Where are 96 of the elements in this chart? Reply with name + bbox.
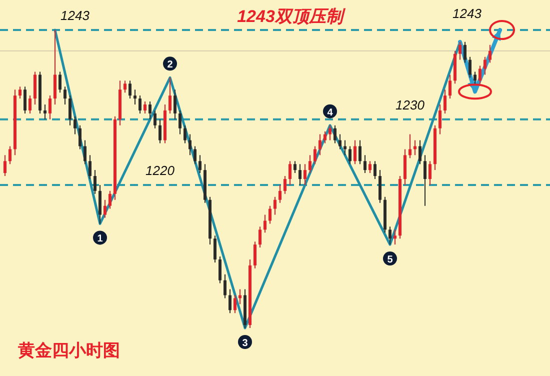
candlestick: [24, 86, 26, 114]
candlestick: [234, 294, 236, 314]
candlestick: [458, 41, 462, 60]
candlestick: [184, 124, 186, 144]
text: 3: [242, 338, 248, 349]
text: 1243: [60, 8, 90, 23]
candlestick: [344, 140, 346, 156]
candlestick: [78, 124, 82, 150]
candlestick: [174, 89, 176, 120]
candlestick: [438, 104, 442, 135]
candlestick: [464, 41, 466, 64]
candlestick: [104, 199, 106, 218]
candlestick: [258, 226, 262, 248]
candlestick: [388, 226, 392, 246]
candlestick: [48, 95, 52, 120]
candlestick: [338, 134, 342, 150]
candlestick: [414, 140, 416, 156]
candlestick: [98, 184, 102, 224]
candlestick: [138, 95, 142, 114]
candlestick: [148, 101, 152, 120]
candlestick: [18, 86, 22, 100]
candlestick: [428, 160, 432, 186]
candlestick: [444, 89, 446, 114]
candlestick: [348, 146, 352, 165]
candlestick: [328, 124, 332, 141]
candlestick: [424, 154, 426, 206]
candlestick: [314, 146, 316, 165]
candlestick: [178, 110, 182, 135]
candlestick: [88, 154, 92, 180]
candlestick: [374, 160, 376, 180]
candlestick: [284, 176, 286, 194]
annotation: 1230: [396, 97, 426, 112]
annotation: 1: [97, 234, 104, 245]
candlestick: [44, 104, 46, 120]
candlestick: [58, 71, 62, 94]
candlestick: [254, 241, 256, 269]
candlestick: [294, 160, 296, 174]
candlestick: [264, 214, 266, 234]
candlestick: [228, 288, 232, 314]
candlestick: [304, 164, 306, 186]
candlestick: [468, 56, 472, 78]
candlestick: [168, 77, 172, 114]
candlestick: [64, 86, 66, 105]
candlestick: [358, 140, 362, 165]
candlestick: [478, 65, 482, 84]
candlestick: [4, 154, 6, 177]
candlestick: [84, 140, 86, 165]
candlestick: [134, 89, 136, 105]
candlestick: [128, 80, 132, 100]
candlestick: [198, 154, 202, 174]
candlestick: [354, 140, 356, 165]
candlestick: [108, 190, 112, 210]
candlestick: [308, 154, 312, 174]
candlestick: [274, 196, 276, 216]
candlestick: [278, 184, 282, 204]
text: 黄金四小时图: [17, 341, 120, 360]
candlestick: [394, 229, 396, 246]
candlestick: [8, 146, 12, 165]
candlestick: [188, 134, 192, 156]
candlestick: [368, 160, 372, 174]
candlestick: [418, 140, 422, 165]
candlestick: [378, 170, 382, 204]
candlestick: [68, 95, 72, 126]
candlestick: [364, 154, 366, 174]
candlestick: [324, 130, 326, 144]
candlestick: [94, 170, 96, 194]
candlestick: [268, 205, 272, 224]
candlestick: [54, 30, 56, 105]
candlestick: [194, 146, 196, 165]
candlestick: [298, 164, 302, 186]
candlestick: [448, 74, 452, 100]
candlestick: [34, 71, 36, 105]
candlestick: [318, 134, 322, 156]
candlestick: [218, 256, 222, 284]
candlestick: [154, 110, 156, 129]
chart-title: 1243双顶压制: [237, 7, 346, 26]
candlestick: [224, 274, 226, 299]
candlestick: [158, 118, 162, 144]
candlestick: [238, 288, 242, 305]
annotation: 2: [167, 60, 174, 71]
candlestick: [334, 124, 336, 144]
candlestick: [404, 148, 406, 186]
candlestick: [408, 134, 412, 159]
annotation: 1220: [146, 162, 176, 178]
candlestick: [214, 235, 216, 263]
candlestick: [488, 44, 492, 64]
candlestick: [484, 56, 486, 76]
candlestick: [124, 80, 126, 94]
candlestick: [144, 101, 146, 114]
text: 1243: [452, 6, 482, 21]
candlestick: [74, 116, 76, 135]
annotation: 4: [327, 107, 334, 118]
annotation: 5: [387, 254, 394, 266]
candlestick: [288, 160, 292, 186]
candlestick: [28, 95, 32, 114]
candlestick: [474, 71, 476, 84]
